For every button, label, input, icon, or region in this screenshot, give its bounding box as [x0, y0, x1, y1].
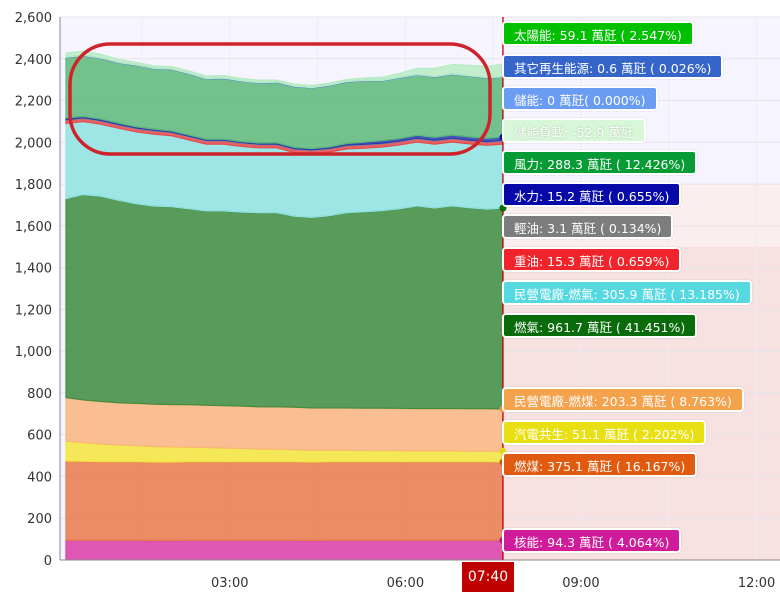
series-area-燃煤 — [65, 460, 504, 542]
legend-item[interactable]: 重油: 15.3 萬瓩 ( 0.659%) — [502, 247, 682, 272]
y-tick-label: 2,200 — [15, 95, 52, 110]
y-tick-label: 2,400 — [15, 53, 52, 68]
legend-item[interactable]: 水力: 15.2 萬瓩 ( 0.655%) — [502, 182, 682, 207]
y-tick-label: 1,400 — [15, 262, 52, 277]
y-tick-label: 1,600 — [15, 220, 52, 235]
legend-item[interactable]: 燃煤: 375.1 萬瓩 ( 16.167%) — [502, 452, 698, 477]
legend-item[interactable]: 汽電共生: 51.1 萬瓩 ( 2.202%) — [502, 420, 707, 445]
x-tick-label: 06:00 — [387, 576, 424, 591]
y-tick-label: 2,600 — [15, 11, 52, 26]
y-tick-label: 800 — [27, 387, 52, 402]
legend-item[interactable]: 輕油: 3.1 萬瓩 ( 0.134%) — [502, 214, 674, 239]
legend-item[interactable]: 核能: 94.3 萬瓩 ( 4.064%) — [502, 528, 682, 553]
y-tick-label: 400 — [27, 470, 52, 485]
y-tick-label: 200 — [27, 512, 52, 527]
x-tick-label: 12:00 — [738, 576, 775, 591]
series-area-燃氣 — [65, 194, 504, 410]
legend-item[interactable]: 民營電廠-燃氣: 305.9 萬瓩 ( 13.185%) — [502, 280, 752, 305]
legend-item[interactable]: 太陽能: 59.1 萬瓩 ( 2.547%) — [502, 21, 694, 46]
current-time-label: 07:40 — [462, 562, 514, 592]
highlight-ellipse — [68, 42, 492, 156]
axes: 0 200 400 600 800 1,000 1,200 1,400 1,600 1,800 2,… — [15, 11, 780, 591]
legend-item[interactable]: 燃氣: 961.7 萬瓩 ( 41.451%) — [502, 313, 698, 338]
legend-item[interactable]: 儲能負載: -52.9 萬瓩 — [502, 118, 646, 143]
x-tick-label: 09:00 — [562, 576, 599, 591]
highlight-annotation — [68, 42, 492, 156]
legend-item[interactable]: 其它再生能源: 0.6 萬瓩 ( 0.026%) — [502, 54, 724, 79]
stacked-areas — [65, 50, 504, 561]
y-tick-label: 600 — [27, 429, 52, 444]
y-tick-label: 2,000 — [15, 136, 52, 151]
x-tick-label: 03:00 — [211, 576, 248, 591]
y-tick-label: 1,000 — [15, 345, 52, 360]
y-tick-label: 0 — [44, 554, 52, 569]
series-line-太陽能 — [65, 50, 503, 87]
y-tick-label: 1,200 — [15, 303, 52, 318]
legend-item[interactable]: 儲能: 0 萬瓩( 0.000%) — [502, 86, 658, 111]
y-tick-label: 1,800 — [15, 178, 52, 193]
series-area-核能 — [65, 539, 504, 561]
legend-item[interactable]: 民營電廠-燃煤: 203.3 萬瓩 ( 8.763%) — [502, 387, 744, 412]
legend-item[interactable]: 風力: 288.3 萬瓩 ( 12.426%) — [502, 150, 698, 175]
